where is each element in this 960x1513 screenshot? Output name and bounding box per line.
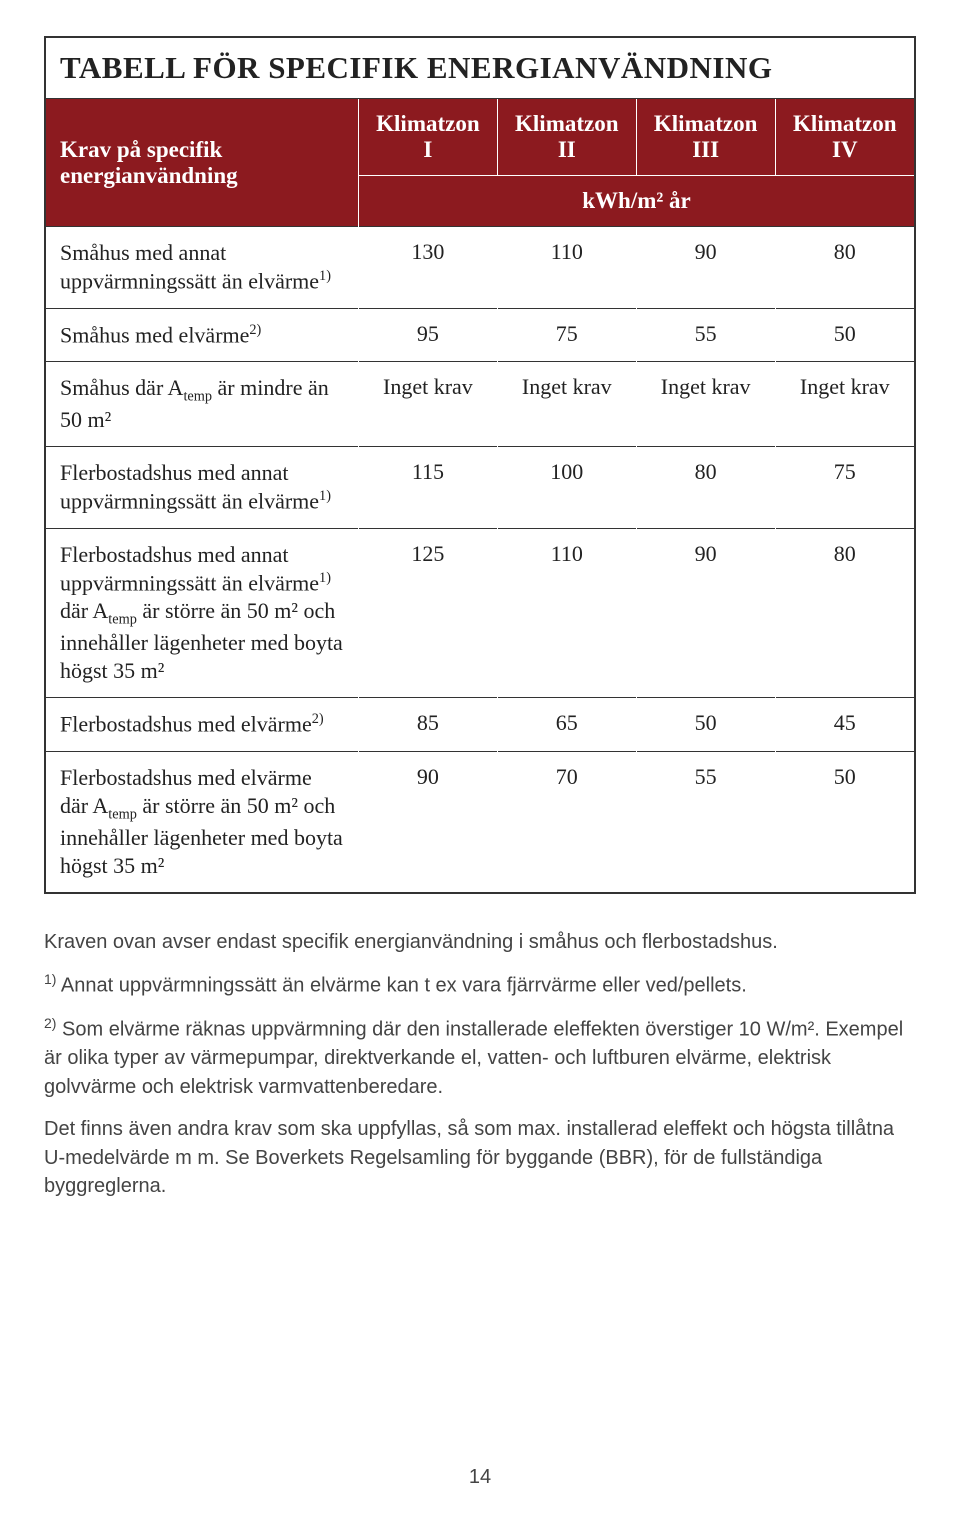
cell-value: 85 [358,698,497,751]
row-label: Flerbostadshus med annat uppvärmningssät… [46,446,358,528]
cell-value: 50 [775,308,914,361]
cell-value: 75 [497,308,636,361]
row-label: Småhus där Atemp är mindre än 50 m² [46,362,358,447]
header-rowlabel-line2: energianvändning [60,163,238,188]
cell-value: Inget krav [497,362,636,447]
cell-value: 70 [497,751,636,892]
table-title: TABELL FÖR SPECIFIK ENERGIANVÄNDNING [46,38,914,99]
cell-value: Inget krav [636,362,775,447]
col-header-1: Klimatzon I [358,99,497,176]
cell-value: 110 [497,227,636,309]
row-label: Flerbostadshus med elvärme2) [46,698,358,751]
cell-value: 130 [358,227,497,309]
note-p2: 1) Annat uppvärmningssätt än elvärme kan… [44,970,916,1000]
subheader-unit: kWh/m² år [358,176,914,227]
cell-value: 50 [775,751,914,892]
col-header-3: Klimatzon III [636,99,775,176]
cell-value: 80 [775,528,914,698]
cell-value: Inget krav [358,362,497,447]
row-label: Flerbostadshus med elvärme där Atemp är … [46,751,358,892]
cell-value: 90 [358,751,497,892]
cell-value: 90 [636,227,775,309]
cell-value: 50 [636,698,775,751]
cell-value: 55 [636,751,775,892]
cell-value: 100 [497,446,636,528]
cell-value: 90 [636,528,775,698]
cell-value: 55 [636,308,775,361]
cell-value: 80 [636,446,775,528]
table-row: Flerbostadshus med elvärme där Atemp är … [46,751,914,892]
cell-value: 110 [497,528,636,698]
cell-value: Inget krav [775,362,914,447]
table-row: Småhus där Atemp är mindre än 50 m²Inget… [46,362,914,447]
note-p1: Kraven ovan avser endast specifik energi… [44,928,916,956]
col-header-2: Klimatzon II [497,99,636,176]
note-p4: Det finns även andra krav som ska uppfyl… [44,1115,916,1200]
cell-value: 65 [497,698,636,751]
notes-section: Kraven ovan avser endast specifik energi… [44,928,916,1200]
cell-value: 80 [775,227,914,309]
header-rowlabel: Krav på specifik energianvändning [46,99,358,227]
table-row: Flerbostadshus med elvärme2)85655045 [46,698,914,751]
row-label: Småhus med annat uppvärmningssätt än elv… [46,227,358,309]
table-row: Småhus med elvärme2)95755550 [46,308,914,361]
row-label: Flerbostadshus med annat uppvärmningssät… [46,528,358,698]
table-body: Småhus med annat uppvärmningssätt än elv… [46,227,914,892]
energy-table-container: TABELL FÖR SPECIFIK ENERGIANVÄNDNING Kra… [44,36,916,894]
page-number: 14 [0,1466,960,1489]
cell-value: 45 [775,698,914,751]
row-label: Småhus med elvärme2) [46,308,358,361]
note-p3: 2) Som elvärme räknas uppvärmning där de… [44,1014,916,1101]
table-row: Småhus med annat uppvärmningssätt än elv… [46,227,914,309]
table-row: Flerbostadshus med annat uppvärmningssät… [46,446,914,528]
energy-table: TABELL FÖR SPECIFIK ENERGIANVÄNDNING Kra… [46,38,914,892]
cell-value: 95 [358,308,497,361]
cell-value: 115 [358,446,497,528]
cell-value: 125 [358,528,497,698]
col-header-4: Klimatzon IV [775,99,914,176]
table-row: Flerbostadshus med annat uppvärmningssät… [46,528,914,698]
header-rowlabel-line1: Krav på specifik [60,137,222,162]
cell-value: 75 [775,446,914,528]
